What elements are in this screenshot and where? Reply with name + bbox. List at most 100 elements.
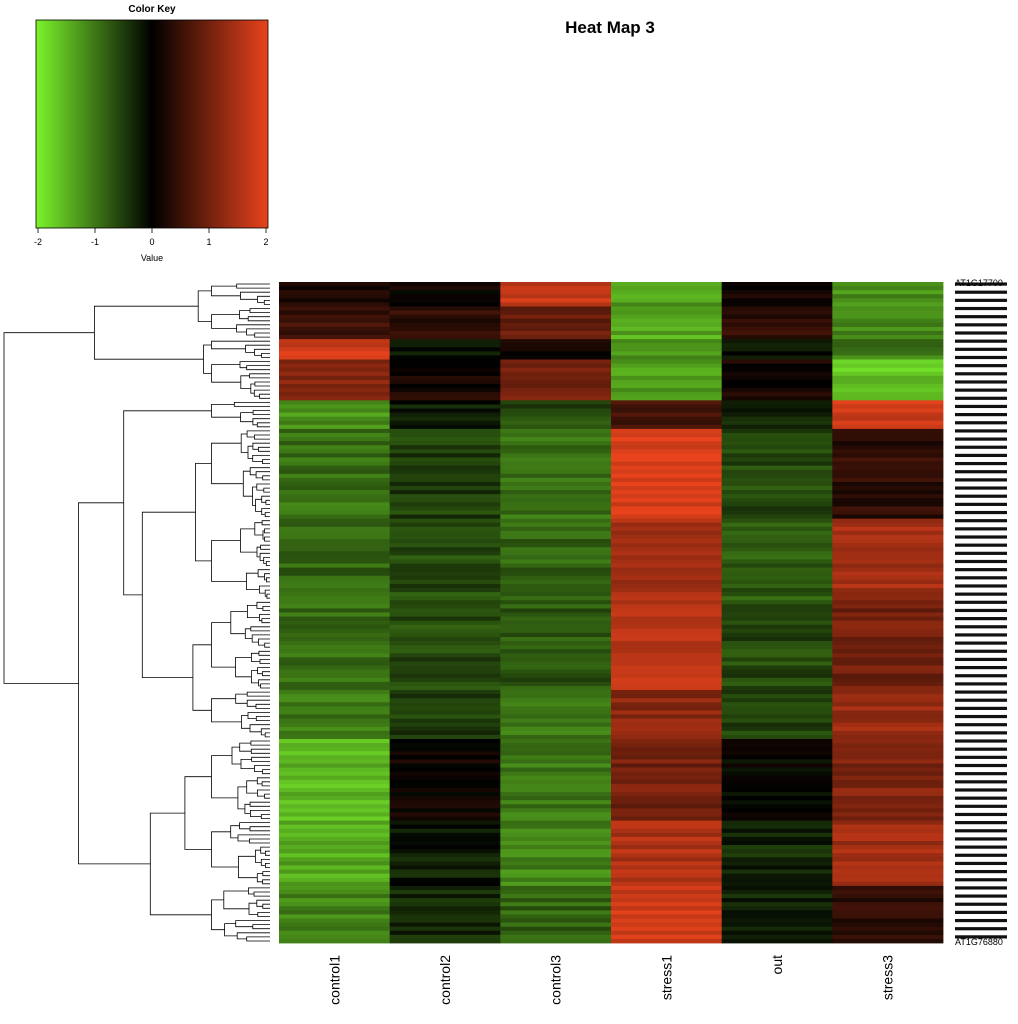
heatmap-cell (500, 400, 612, 405)
heatmap-cell (389, 551, 501, 556)
heatmap-cell (500, 914, 612, 919)
heatmap-cell (721, 694, 833, 699)
heatmap-cell (832, 641, 944, 646)
heatmap-cell (611, 518, 723, 524)
heatmap-cell (279, 898, 391, 903)
heatmap-cell (611, 661, 723, 666)
heatmap-cell (279, 579, 391, 585)
heatmap-cell (389, 906, 501, 911)
heatmap-cell (832, 673, 944, 679)
row-label-mark (955, 494, 1007, 498)
row-label-mark (955, 861, 1007, 866)
heatmap-cell (832, 575, 944, 581)
heatmap-cell (500, 567, 612, 573)
heatmap-cell (832, 449, 944, 454)
heatmap-cell (279, 604, 391, 609)
dendrogram-branch (254, 381, 270, 387)
dendrogram-branch (260, 544, 270, 550)
heatmap-cell (832, 669, 944, 675)
heatmap-cell (500, 861, 612, 866)
heatmap-cell (500, 359, 612, 364)
heatmap-cell (832, 853, 944, 858)
heatmap-cell (721, 604, 833, 609)
dendrogram-branch (252, 442, 270, 450)
dendrogram-branch (78, 502, 151, 865)
heatmap-cell (279, 620, 391, 626)
heatmap-cell (279, 894, 391, 899)
heatmap-cell (500, 302, 612, 307)
heatmap-cell (279, 910, 391, 915)
heatmap-cell (389, 477, 501, 483)
heatmap-cell (279, 653, 391, 658)
dendrogram-branch (240, 412, 254, 423)
heatmap-cell (721, 881, 833, 887)
heatmap-cell (611, 804, 723, 809)
heatmap-cell (611, 726, 723, 732)
heatmap-cell (500, 681, 612, 687)
heatmap-cell (279, 294, 391, 299)
row-label-mark (955, 461, 1007, 466)
heatmap-cell (279, 416, 391, 422)
heatmap-cell (611, 889, 723, 895)
heatmap-cell (721, 571, 833, 577)
heatmap-cell (832, 812, 944, 817)
heatmap-cell (500, 592, 612, 597)
heatmap-cell (611, 673, 723, 679)
heatmap-cell (500, 657, 612, 662)
heatmap-cell (389, 898, 501, 903)
heatmap-cell (832, 743, 944, 748)
heatmap-cell (611, 783, 723, 789)
heatmap-cell (832, 290, 944, 295)
heatmap-cell (279, 759, 391, 764)
heatmap-cell (500, 351, 612, 356)
heatmap-cell (500, 898, 612, 903)
row-label-mark (955, 600, 1007, 604)
heatmap-cell (611, 836, 723, 842)
heatmap-cell (279, 865, 391, 870)
heatmap-cell (279, 339, 391, 344)
dendrogram-branch (264, 536, 270, 542)
heatmap-cell (389, 457, 501, 462)
heatmap-cell (500, 526, 612, 532)
column-label: control3 (548, 955, 564, 1005)
heatmap-cell (389, 400, 501, 405)
dendrogram-branch (236, 324, 270, 333)
heatmap-cell (500, 751, 612, 756)
heatmap-cell (500, 714, 612, 719)
heatmap-cell (389, 751, 501, 756)
heatmap-cell (611, 800, 723, 805)
heatmap-cell (279, 551, 391, 556)
heatmap-cell (389, 792, 501, 797)
heatmap-cell (721, 616, 833, 622)
heatmap-cell (832, 877, 944, 883)
heatmap-cell (279, 530, 391, 536)
heatmap-cell (611, 869, 723, 875)
heatmap-cell (279, 543, 391, 548)
heatmap-cell (611, 681, 723, 687)
heatmap-cell (389, 800, 501, 805)
heatmap-cell (279, 498, 391, 503)
heatmap-cell (611, 461, 723, 467)
heatmap-cell (389, 706, 501, 711)
row-label-mark (955, 510, 1007, 515)
dendrogram-branch (254, 332, 270, 338)
heatmap-cell (389, 767, 501, 773)
row-label-mark (955, 355, 1007, 360)
heatmap-cell (500, 628, 612, 634)
dendrogram-branch (259, 393, 270, 399)
heatmap-cell (832, 310, 944, 316)
heatmap-cell (389, 832, 501, 838)
heatmap-cell (500, 306, 612, 311)
heatmap-cell (832, 543, 944, 548)
dendrogram-branch (240, 291, 270, 300)
dendrogram-branch (239, 742, 252, 752)
heatmap-cell (721, 926, 833, 932)
heatmap-cell (500, 804, 612, 809)
heatmap-cell (832, 934, 944, 940)
heatmap-cell (611, 877, 723, 883)
heatmap-cell (611, 363, 723, 369)
heatmap-cell (500, 416, 612, 422)
key-tick-label: 1 (206, 237, 211, 247)
heatmap-cell (389, 318, 501, 324)
heatmap-cell (721, 832, 833, 838)
